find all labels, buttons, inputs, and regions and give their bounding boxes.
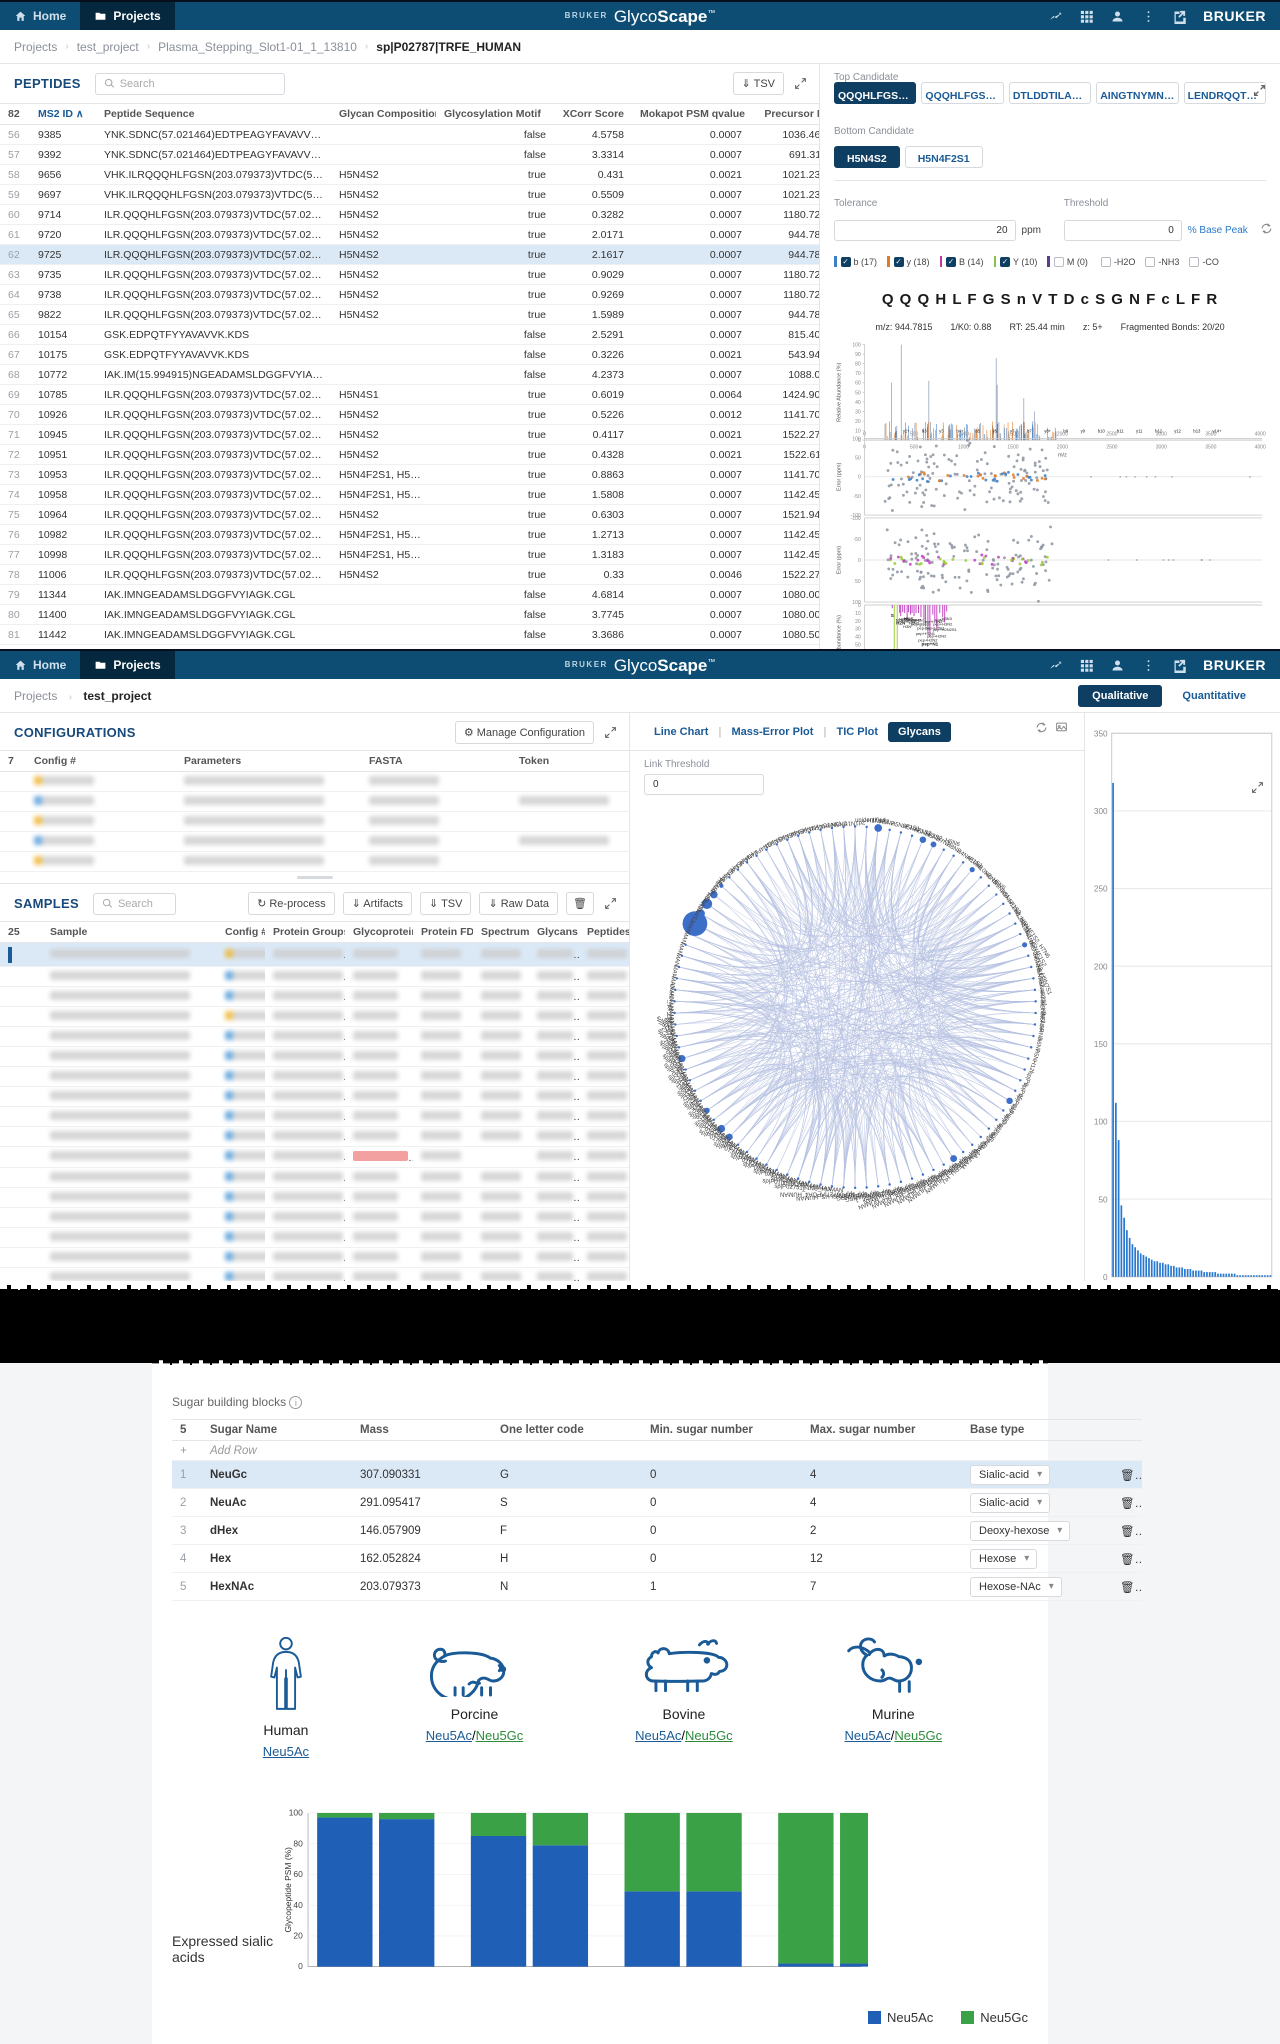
svg-text:50: 50 [855,390,861,396]
svg-text:0: 0 [858,603,861,609]
svg-text:Glycopeptide PSM (%): Glycopeptide PSM (%) [283,1847,293,1933]
svg-text:-50: -50 [853,537,860,543]
svg-text:Relative Abundance (%): Relative Abundance (%) [837,615,843,649]
svg-text:Q Q Q H L F G S n V T D c S G: Q Q Q H L F G S n V T D c S G N F c L F … [882,291,1218,308]
svg-text:80: 80 [293,1838,303,1848]
svg-text:S: S [891,613,894,618]
svg-text:20: 20 [855,419,861,425]
svg-text:250: 250 [1094,884,1108,894]
svg-text:300: 300 [1094,806,1108,816]
svg-text:80: 80 [855,362,861,368]
svg-text:-100: -100 [851,516,861,522]
svg-text:pep+H2N2: pep+H2N2 [927,633,947,638]
svg-text:40: 40 [293,1900,303,1910]
svg-text:90: 90 [855,352,861,358]
svg-text:60: 60 [855,381,861,387]
svg-text:0: 0 [863,432,866,438]
svg-text:2500: 2500 [1106,432,1117,438]
svg-text:30: 30 [855,627,861,633]
svg-text:0: 0 [1103,1272,1108,1281]
svg-text:1000: 1000 [958,432,969,438]
svg-text:4000: 4000 [1255,432,1266,438]
svg-text:50: 50 [855,456,861,462]
svg-text:50: 50 [855,579,861,585]
svg-text:0: 0 [858,475,861,481]
svg-text:Error (ppm): Error (ppm) [837,546,843,574]
svg-text:1500: 1500 [1007,432,1018,438]
svg-text:Relative Abundance (%): Relative Abundance (%) [837,363,843,422]
svg-text:H3N3: H3N3 [942,616,953,621]
svg-text:40: 40 [855,635,861,641]
svg-text:pep+N1: pep+N1 [922,641,939,646]
svg-text:3000: 3000 [1156,432,1167,438]
svg-text:-50: -50 [853,494,860,500]
svg-text:40: 40 [855,400,861,406]
svg-text:pep+H2N2S1: pep+H2N2S1 [933,627,958,632]
svg-text:100: 100 [1094,1117,1108,1127]
svg-text:Error (ppm): Error (ppm) [837,463,843,491]
svg-text:30: 30 [855,409,861,415]
svg-text:200: 200 [1094,961,1108,971]
svg-text:m/z: m/z [1058,427,1067,429]
svg-text:0: 0 [298,1961,303,1971]
svg-text:0: 0 [858,558,861,564]
svg-text:100: 100 [289,1808,303,1818]
svg-text:50: 50 [1098,1194,1107,1204]
svg-text:20: 20 [855,619,861,625]
svg-text:2000: 2000 [1057,432,1068,438]
svg-text:150: 150 [1094,1039,1108,1049]
svg-text:pep+H3N2: pep+H3N2 [933,622,953,627]
svg-text:350: 350 [1094,729,1108,738]
svg-text:70: 70 [855,371,861,377]
svg-text:10: 10 [855,611,861,617]
svg-text:50: 50 [855,643,861,649]
svg-text:20: 20 [293,1930,303,1940]
svg-text:100: 100 [852,437,861,443]
svg-text:60: 60 [293,1869,303,1879]
svg-text:3500: 3500 [1205,432,1216,438]
svg-text:500: 500 [910,432,919,438]
svg-text:100: 100 [852,342,861,348]
